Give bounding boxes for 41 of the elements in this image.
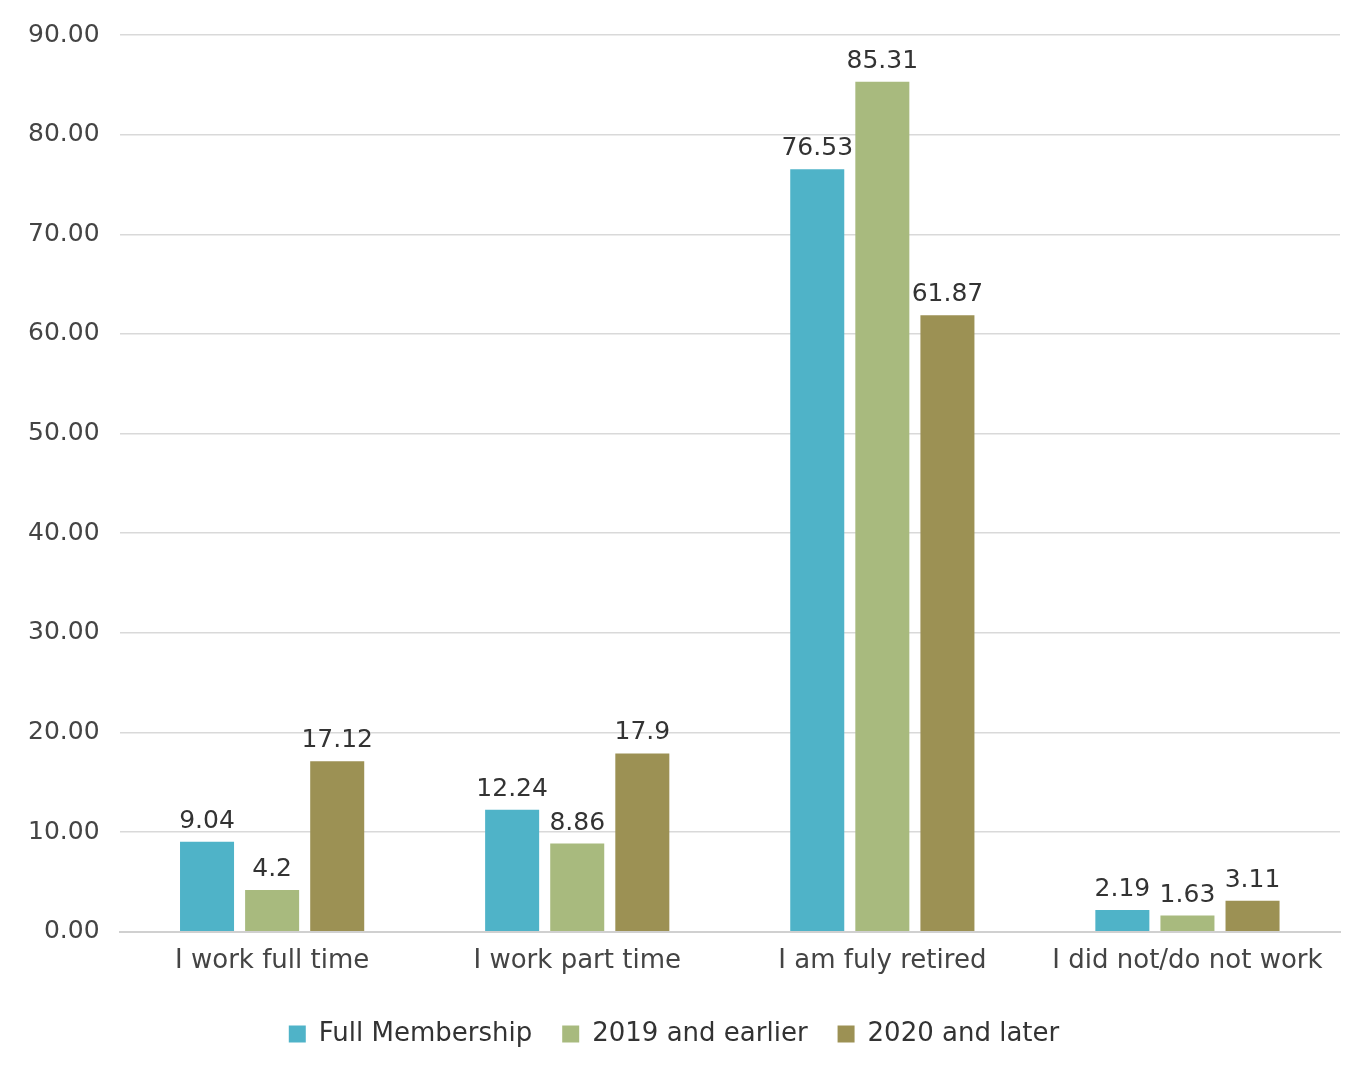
data-label: 85.31	[846, 44, 919, 74]
y-tick-label: 50.00	[27, 417, 100, 447]
y-tick-label: 60.00	[27, 317, 100, 347]
x-tick-label: I am fuly retired	[778, 944, 987, 975]
bar	[1160, 915, 1215, 932]
y-tick-label: 80.00	[27, 118, 100, 148]
bar	[855, 81, 910, 932]
x-tick-label: I work part time	[473, 944, 681, 975]
y-tick-label: 90.00	[27, 18, 100, 48]
data-label: 1.63	[1159, 878, 1216, 908]
data-label: 17.12	[301, 724, 373, 754]
data-label: 9.04	[179, 804, 235, 834]
data-label: 17.9	[614, 716, 671, 746]
legend-label: 2019 and earlier	[592, 1016, 808, 1047]
y-tick-label: 20.00	[27, 716, 100, 746]
bar	[245, 889, 300, 932]
legend-label: Full Membership	[318, 1016, 533, 1047]
bar	[1225, 900, 1280, 932]
bar	[1095, 909, 1150, 932]
data-label: 12.24	[476, 772, 548, 802]
data-label: 2.19	[1094, 872, 1151, 902]
bar	[180, 841, 235, 932]
bar	[310, 761, 365, 932]
data-label: 3.11	[1224, 863, 1281, 893]
x-tick-label: I work full time	[175, 944, 370, 975]
y-tick-label: 0.00	[43, 915, 100, 945]
x-tick-label: I did not/do not work	[1052, 944, 1323, 975]
data-label: 61.87	[911, 278, 984, 308]
bar	[920, 315, 975, 932]
bar	[550, 843, 605, 932]
data-label: 76.53	[781, 132, 854, 162]
y-tick-label: 30.00	[27, 616, 100, 646]
bar	[485, 809, 540, 932]
data-label: 4.2	[252, 852, 293, 882]
data-label: 8.86	[549, 806, 606, 836]
bar	[790, 169, 845, 932]
legend-label: 2020 and later	[867, 1016, 1060, 1047]
y-tick-label: 40.00	[27, 516, 100, 546]
y-tick-label: 10.00	[27, 815, 100, 845]
bar	[615, 753, 670, 932]
y-tick-label: 70.00	[27, 217, 100, 247]
